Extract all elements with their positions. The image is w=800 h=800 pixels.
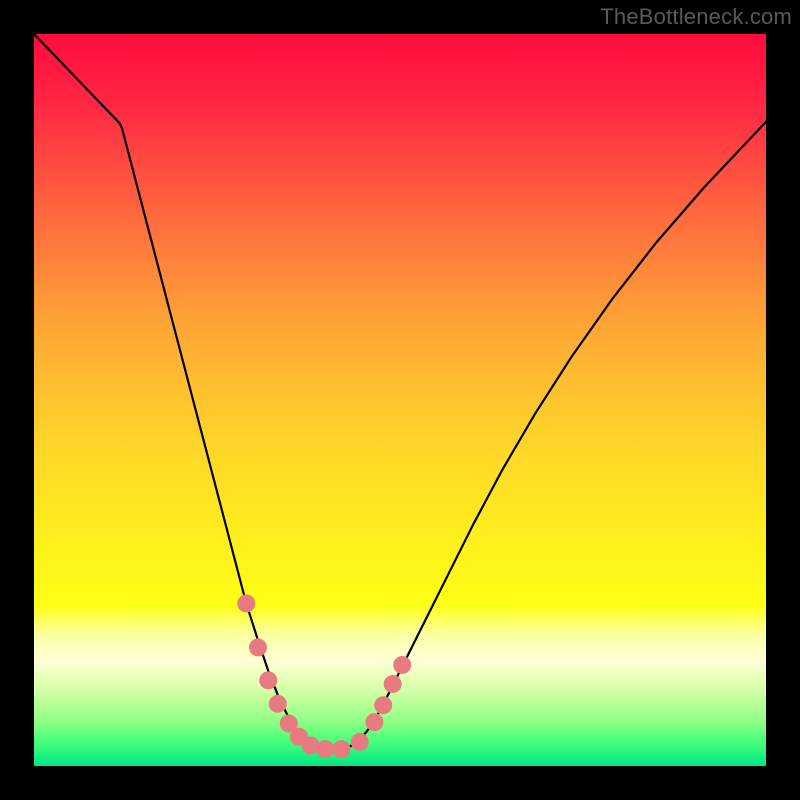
- curve-marker: [249, 638, 267, 656]
- bottleneck-curve-line: [34, 34, 766, 749]
- curve-marker: [393, 656, 411, 674]
- plot-area: [34, 34, 766, 766]
- curve-marker: [316, 740, 334, 758]
- curve-markers: [237, 595, 411, 759]
- curve-marker: [365, 713, 383, 731]
- curve-marker: [384, 675, 402, 693]
- curve-marker: [332, 740, 350, 758]
- curve-marker: [269, 695, 287, 713]
- chart-curve: [34, 34, 766, 766]
- curve-marker: [351, 733, 369, 751]
- curve-marker: [237, 595, 255, 613]
- curve-marker: [259, 671, 277, 689]
- watermark-text: TheBottleneck.com: [600, 4, 792, 30]
- curve-marker: [374, 696, 392, 714]
